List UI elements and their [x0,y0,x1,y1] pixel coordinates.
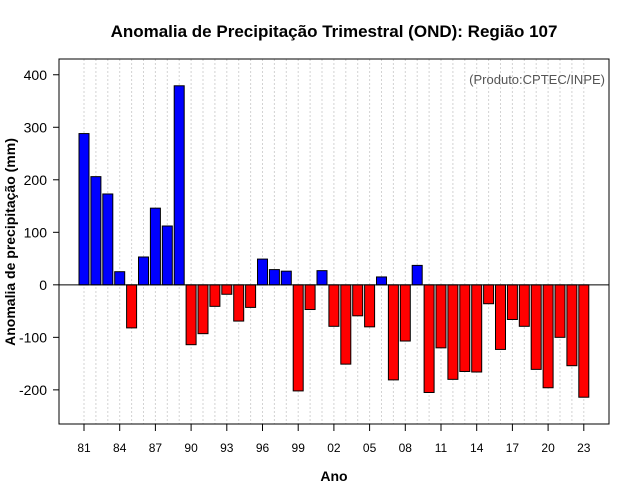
bar-06 [376,276,387,286]
bar-92 [209,284,221,307]
bar-85 [126,284,138,329]
bar-84 [114,271,126,286]
bar-19 [530,284,542,370]
bar-83 [102,193,114,286]
x-tick-label-14: 14 [470,441,484,455]
bar-95 [245,284,257,308]
credit-text: (Produto:CPTEC/INPE) [469,72,605,87]
bar-21 [554,284,566,338]
x-tick-label-20: 20 [541,441,555,455]
x-tick-label-93: 93 [220,441,234,455]
bar-94 [233,284,245,322]
bar-14 [471,284,483,373]
bar-90 [185,284,197,346]
bar-96 [257,258,268,286]
bar-98 [280,270,292,286]
bar-86 [138,256,149,286]
bar-10 [423,284,435,393]
y-axis-label: Anomalia de precipitação (mm) [2,138,18,346]
y-tick-label-100: 100 [24,224,48,240]
bar-87 [149,207,161,286]
bar-15 [483,284,495,305]
x-tick-label-23: 23 [577,441,591,455]
bar-00 [304,284,316,311]
bar-09 [411,264,423,286]
bar-23 [578,284,590,398]
y-tick-label-300: 300 [24,119,48,135]
bar-89 [173,85,185,286]
y-tick-label-0: 0 [39,277,47,293]
bar-12 [447,284,459,380]
y-tick-label--100: -100 [19,329,47,345]
bar-08 [399,284,411,342]
bar-99 [292,284,304,392]
bar-01 [316,270,328,286]
bar-05 [364,284,376,328]
x-tick-label-96: 96 [256,441,270,455]
x-axis-label: Ano [320,468,347,484]
bar-11 [435,284,447,349]
bar-16 [495,284,506,350]
bar-02 [328,284,340,327]
bar-82 [90,176,102,286]
y-axis: -200 -100 0 100 200 300 400 [19,67,59,398]
x-tick-label-05: 05 [363,441,377,455]
bar-20 [542,284,554,389]
bar-88 [161,225,173,286]
bars [78,85,590,398]
bar-93 [221,284,233,295]
bar-04 [352,284,364,317]
x-tick-label-90: 90 [184,441,198,455]
bar-18 [518,284,530,327]
bar-97 [268,269,280,286]
y-tick-label-400: 400 [24,67,48,83]
y-tick-label-200: 200 [24,172,48,188]
x-tick-label-02: 02 [327,441,341,455]
bar-13 [459,284,471,372]
x-axis: 81 84 87 90 93 96 99 02 05 08 11 14 17 20 23 [77,424,591,455]
x-tick-label-11: 11 [435,441,448,455]
y-tick-label--200: -200 [19,382,47,398]
x-tick-label-84: 84 [113,441,127,455]
x-tick-label-08: 08 [399,441,413,455]
plot-frame [58,58,610,425]
chart-title: Anomalia de Precipitação Trimestral (OND… [111,22,558,41]
x-tick-label-87: 87 [149,441,163,455]
x-tick-label-99: 99 [292,441,306,455]
bar-03 [340,284,352,365]
x-tick-label-17: 17 [506,441,520,455]
bar-07 [387,284,399,381]
bar-91 [197,284,209,335]
x-tick-label-81: 81 [77,441,91,455]
bar-22 [566,284,578,367]
bar-81 [78,133,90,286]
bar-17 [506,284,518,320]
